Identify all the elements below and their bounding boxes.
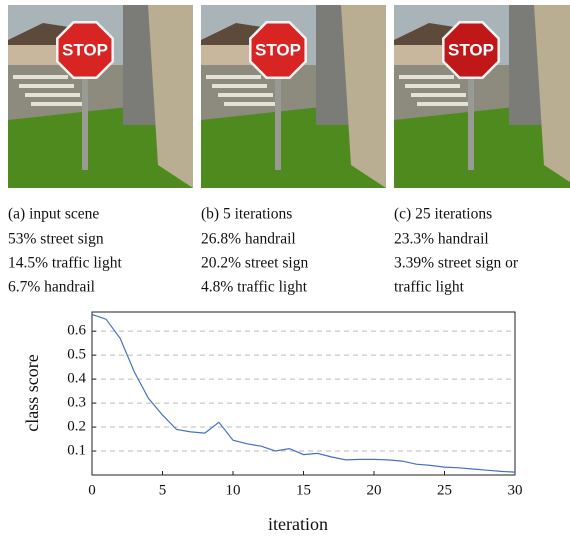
y-tick-label: 0.6 bbox=[67, 323, 86, 339]
crosswalk bbox=[224, 102, 279, 106]
prediction: 6.7% handrail bbox=[8, 279, 95, 296]
pole bbox=[275, 75, 281, 170]
sign-text: STOP bbox=[448, 40, 494, 59]
pole bbox=[82, 75, 88, 170]
prediction: 53% street sign bbox=[8, 231, 104, 248]
x-tick-label: 0 bbox=[88, 482, 96, 498]
crosswalk bbox=[212, 84, 267, 88]
wall bbox=[148, 5, 193, 188]
crosswalk bbox=[31, 102, 86, 106]
x-tick-label: 10 bbox=[226, 482, 241, 498]
x-tick-label: 20 bbox=[367, 482, 382, 498]
prediction: 14.5% traffic light bbox=[8, 255, 122, 272]
caption: (b) 5 iterations bbox=[201, 206, 292, 223]
y-tick-label: 0.5 bbox=[67, 347, 86, 363]
sign-text: STOP bbox=[62, 40, 108, 59]
prediction: 3.39% street sign or bbox=[394, 255, 519, 272]
x-tick-label: 15 bbox=[296, 482, 311, 498]
crosswalk bbox=[417, 102, 472, 106]
stop-sign bbox=[442, 21, 500, 79]
x-tick-label: 5 bbox=[159, 482, 167, 498]
y-tick-label: 0.3 bbox=[67, 395, 86, 411]
crosswalk bbox=[25, 93, 80, 97]
score-line bbox=[91, 313, 516, 473]
crosswalk bbox=[411, 93, 466, 97]
y-tick-label: 0.1 bbox=[67, 442, 86, 458]
prediction: 20.2% street sign bbox=[201, 255, 308, 272]
wall bbox=[534, 5, 570, 183]
crosswalk bbox=[399, 75, 454, 79]
scene-image: STOP bbox=[8, 5, 193, 188]
y-tick-label: 0.2 bbox=[67, 418, 86, 434]
crosswalk bbox=[405, 84, 460, 88]
caption: (a) input scene bbox=[8, 206, 99, 223]
y-tick-label: 0.4 bbox=[67, 371, 86, 387]
x-axis-label: iteration bbox=[268, 514, 328, 534]
prediction: 4.8% traffic light bbox=[201, 279, 308, 296]
prediction: 23.3% handrail bbox=[394, 231, 489, 248]
crosswalk bbox=[218, 93, 273, 97]
prediction: 26.8% handrail bbox=[201, 231, 296, 248]
scenes: STOP STOP STOP bbox=[8, 5, 570, 188]
crosswalk bbox=[13, 75, 68, 79]
sign-text: STOP bbox=[255, 40, 301, 59]
prediction: traffic light bbox=[394, 279, 465, 296]
scene-image: STOP bbox=[394, 5, 570, 188]
x-tick-label: 25 bbox=[437, 482, 452, 498]
wall bbox=[341, 5, 386, 188]
caption: (c) 25 iterations bbox=[394, 206, 492, 223]
stop-sign bbox=[56, 21, 114, 79]
x-tick-label: 30 bbox=[508, 482, 523, 498]
pole bbox=[468, 75, 474, 170]
crosswalk bbox=[206, 75, 261, 79]
stop-sign bbox=[249, 21, 307, 79]
y-axis-label: class score bbox=[22, 354, 42, 431]
crosswalk bbox=[19, 84, 74, 88]
scene-image: STOP bbox=[201, 5, 386, 188]
